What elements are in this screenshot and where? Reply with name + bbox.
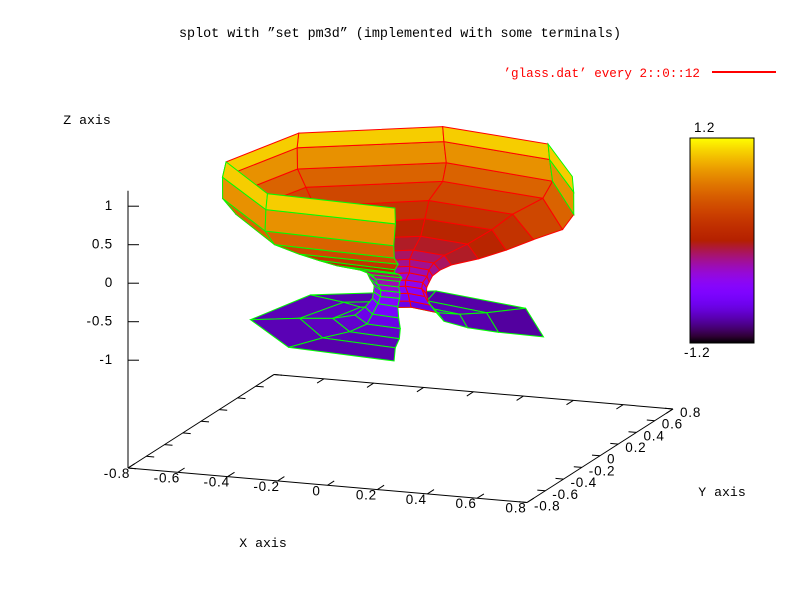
svg-text:splot with ”set pm3d” (impleme: splot with ”set pm3d” (implemented with … [179, 27, 621, 42]
svg-text:0: 0 [607, 452, 615, 467]
svg-text:0: 0 [312, 483, 320, 498]
svg-text:0.8: 0.8 [680, 405, 701, 420]
svg-text:-0.2: -0.2 [589, 463, 615, 478]
svg-text:-0.5: -0.5 [87, 314, 113, 329]
svg-text:0.8: 0.8 [505, 501, 526, 516]
svg-text:1: 1 [105, 198, 113, 213]
svg-text:-1: -1 [99, 352, 113, 367]
svg-text:-0.8: -0.8 [104, 466, 130, 481]
svg-text:0.6: 0.6 [456, 496, 477, 511]
svg-text:-0.4: -0.4 [203, 475, 229, 490]
svg-text:-0.6: -0.6 [552, 487, 578, 502]
svg-text:-0.8: -0.8 [534, 499, 560, 514]
svg-text:-0.6: -0.6 [154, 470, 180, 485]
svg-text:0.6: 0.6 [662, 417, 683, 432]
svg-text:1.2: 1.2 [694, 120, 715, 135]
svg-text:0.4: 0.4 [644, 428, 665, 443]
svg-text:X axis: X axis [239, 536, 286, 551]
svg-text:Y axis: Y axis [698, 485, 745, 500]
svg-text:-0.2: -0.2 [253, 479, 279, 494]
svg-text:’glass.dat’ every 2::0::12: ’glass.dat’ every 2::0::12 [504, 67, 701, 81]
svg-text:0.5: 0.5 [92, 237, 113, 252]
svg-text:0: 0 [105, 275, 113, 290]
svg-text:0.2: 0.2 [625, 440, 646, 455]
svg-text:Z axis: Z axis [63, 113, 110, 128]
svg-text:-0.4: -0.4 [571, 475, 597, 490]
svg-text:0.2: 0.2 [356, 488, 377, 503]
svg-text:0.4: 0.4 [406, 492, 427, 507]
svg-text:-1.2: -1.2 [684, 345, 710, 360]
